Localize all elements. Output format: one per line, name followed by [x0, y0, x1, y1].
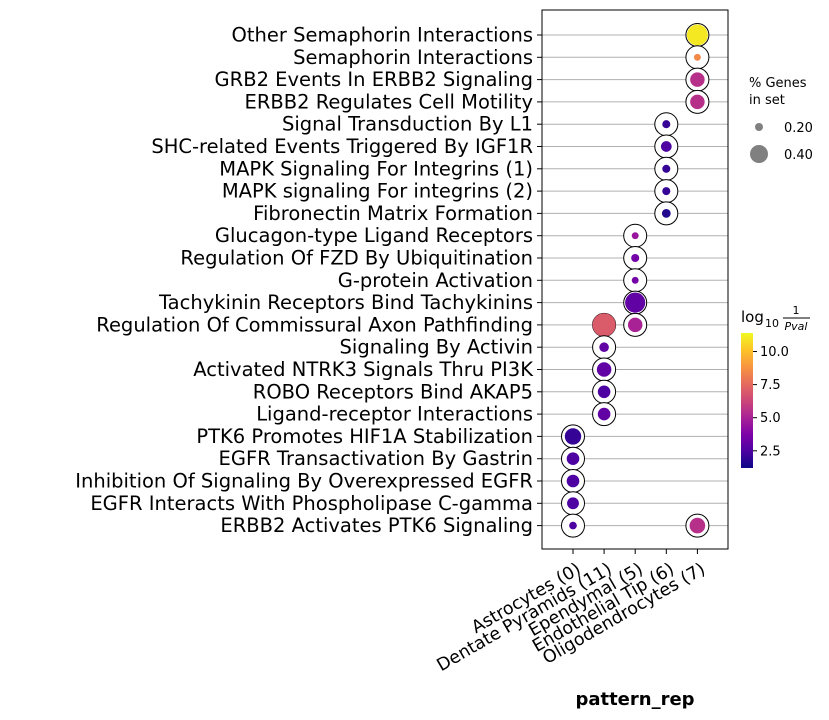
dot — [566, 452, 580, 466]
dot — [689, 517, 706, 534]
dot — [597, 407, 611, 421]
y-axis: Other Semaphorin InteractionsSemaphorin … — [75, 24, 542, 537]
colorbar: log 10 1 Pval 2.5 5.0 7.5 10.0 — [741, 304, 810, 468]
y-tick-label: Regulation Of FZD By Ubiquitination — [180, 247, 533, 270]
dot — [631, 253, 640, 263]
dot — [627, 317, 643, 333]
y-tick-label: MAPK signaling For integrins (2) — [222, 180, 533, 203]
x-axis-title: pattern_rep — [575, 689, 694, 710]
dot — [686, 24, 708, 46]
dot — [625, 292, 646, 313]
size-legend-label: 0.40 — [784, 148, 813, 163]
size-legend-title-line1: % Genes — [749, 76, 807, 91]
dot — [690, 94, 705, 110]
colorbar-tick-label: 5.0 — [760, 411, 781, 426]
dot — [596, 362, 612, 377]
size-legend-marker — [755, 123, 763, 131]
colorbar-gradient — [741, 333, 753, 468]
colorbar-label-den: Pval — [785, 320, 808, 333]
dot — [693, 53, 701, 61]
dot — [690, 72, 705, 87]
y-tick-label: SHC-related Events Triggered By IGF1R — [151, 135, 533, 158]
dot — [660, 141, 672, 152]
y-tick-label: Inhibition Of Signaling By Overexpressed… — [75, 470, 533, 493]
y-tick-label: Signaling By Activin — [340, 336, 533, 359]
y-tick-label: EGFR Transactivation By Gastrin — [219, 447, 533, 470]
y-tick-label: G-protein Activation — [338, 269, 533, 292]
dot — [567, 497, 579, 510]
y-tick-label: MAPK Signaling For Integrins (1) — [219, 157, 533, 180]
dot — [566, 474, 580, 488]
size-legend-label: 0.20 — [784, 121, 813, 136]
y-tick-label: GRB2 Events In ERBB2 Signaling — [215, 68, 533, 91]
y-tick-label: Other Semaphorin Interactions — [232, 24, 534, 47]
dot — [592, 313, 616, 337]
dot — [662, 187, 671, 196]
y-tick-label: Activated NTRK3 Signals Thru PI3K — [193, 358, 534, 381]
data-points — [561, 23, 710, 538]
dot — [662, 120, 671, 129]
size-legend-marker — [750, 145, 768, 163]
colorbar-label-log: log — [741, 308, 764, 326]
dot — [564, 428, 582, 445]
dot — [597, 385, 611, 399]
y-tick-label: ROBO Receptors Bind AKAP5 — [253, 380, 533, 403]
size-legend: % Genes in set 0.20 0.40 — [749, 76, 813, 163]
colorbar-label-sub: 10 — [765, 317, 779, 330]
dot — [662, 164, 671, 173]
x-axis: Astrocytes (0)Dentate Pyramids (11)Epend… — [434, 549, 709, 676]
y-tick-label: ERBB2 Activates PTK6 Signaling — [220, 514, 533, 537]
colorbar-label-num: 1 — [793, 304, 800, 317]
y-tick-label: Glucagon-type Ligand Receptors — [215, 224, 533, 247]
size-legend-title-line2: in set — [749, 93, 785, 108]
y-tick-label: ERBB2 Regulates Cell Motility — [245, 90, 534, 113]
y-tick-label: PTK6 Promotes HIF1A Stabilization — [196, 425, 533, 448]
y-tick-label: Regulation Of Commissural Axon Pathfindi… — [96, 313, 533, 336]
colorbar-tick-label: 10.0 — [760, 345, 789, 360]
y-tick-label: EGFR Interacts With Phospholipase C-gamm… — [90, 492, 533, 515]
y-tick-label: Ligand-receptor Interactions — [256, 403, 533, 426]
y-tick-label: Tachykinin Receptors Bind Tachykinins — [158, 291, 533, 314]
y-tick-label: Semaphorin Interactions — [293, 46, 533, 69]
dot — [631, 276, 639, 284]
dot — [631, 232, 639, 240]
dot — [569, 521, 577, 530]
dot — [661, 209, 671, 218]
dot — [599, 342, 609, 352]
colorbar-tick-label: 7.5 — [760, 378, 781, 393]
y-tick-label: Fibronectin Matrix Formation — [253, 202, 533, 225]
y-tick-label: Signal Transduction By L1 — [282, 113, 533, 136]
colorbar-tick-label: 2.5 — [760, 444, 781, 459]
